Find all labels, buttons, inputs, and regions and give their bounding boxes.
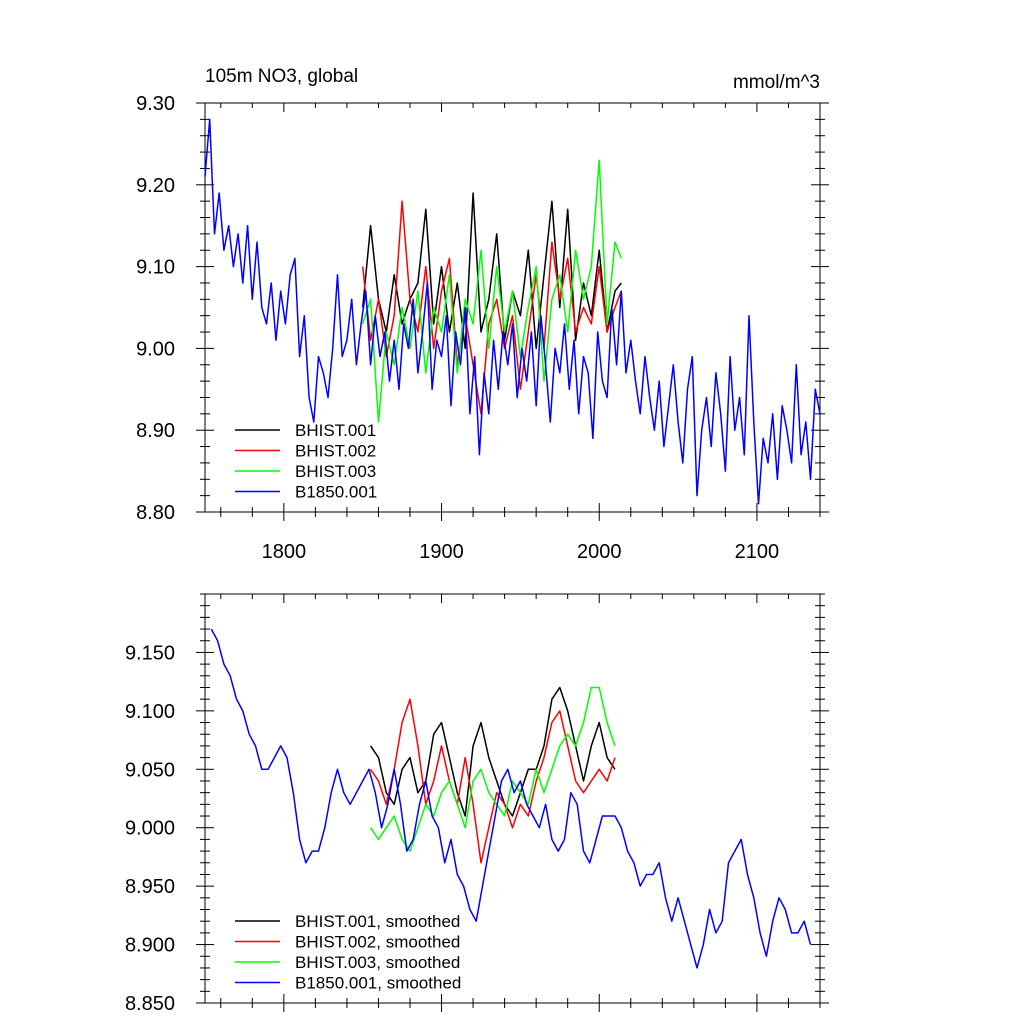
series-line-b1850-001: [204, 118, 821, 505]
series-line-bhist-003: [361, 159, 622, 423]
x-tick-label: 2100: [735, 541, 780, 563]
y-tick-label: 9.000: [125, 818, 175, 840]
bottom-series-lines: [210, 628, 812, 969]
top-axis-tick-labels: 8.80 8.90 9.00 9.10 9.20 9.30 1800 1900 2000 2100: [136, 93, 779, 563]
y-tick-label: 9.20: [136, 175, 175, 197]
top-chart-title: 105m NO3, global: [205, 66, 358, 87]
y-tick-label: 9.00: [136, 338, 175, 360]
top-chart-units: mmol/m^3: [733, 72, 820, 93]
y-tick-label: 9.30: [136, 93, 175, 115]
y-tick-label: 8.950: [125, 876, 175, 898]
bottom-axis-tick-labels: 8.850 8.900 8.950 9.000 9.050 9.100 9.150: [125, 642, 175, 1015]
series-line-bhist-001: [361, 192, 622, 350]
legend-label: BHIST.002: [295, 442, 376, 461]
top-plot-frame: [204, 102, 821, 513]
top-axis-ticks: [196, 102, 829, 521]
top-chart-panel: 105m NO3, global mmol/m^3 8.80 8.90 9.00 9.…: [136, 66, 829, 563]
legend-label: BHIST.003, smoothed: [295, 953, 460, 972]
x-tick-label: 1900: [419, 541, 464, 563]
y-tick-label: 9.050: [125, 759, 175, 781]
bottom-plot-frame: [204, 593, 821, 1004]
series-line-b1850-001: [210, 628, 812, 969]
legend-label: BHIST.002, smoothed: [295, 933, 460, 952]
y-tick-label: 9.100: [125, 701, 175, 723]
series-line-bhist-001: [369, 686, 616, 817]
y-tick-label: 8.900: [125, 935, 175, 957]
x-tick-label: 1800: [262, 541, 307, 563]
y-tick-label: 8.90: [136, 420, 175, 442]
y-tick-label: 8.80: [136, 502, 175, 524]
top-series-lines: [204, 118, 821, 505]
y-tick-label: 8.850: [125, 993, 175, 1015]
legend-label: BHIST.001: [295, 421, 376, 440]
y-tick-label: 9.10: [136, 257, 175, 279]
y-tick-label: 9.150: [125, 642, 175, 664]
legend-label: B1850.001: [295, 483, 377, 502]
x-tick-label: 2000: [577, 541, 622, 563]
bottom-axis-ticks: [196, 593, 829, 1012]
legend-label: B1850.001, smoothed: [295, 974, 461, 993]
series-line-bhist-002: [369, 698, 616, 864]
series-line-bhist-003: [369, 686, 616, 852]
bottom-chart-panel: 8.850 8.900 8.950 9.000 9.050 9.100 9.150 BHIS…: [125, 593, 829, 1015]
legend-label: BHIST.001, smoothed: [295, 912, 460, 931]
bottom-legend: BHIST.001, smoothed BHIST.002, smoothedBH…: [235, 912, 461, 993]
legend-label: BHIST.003: [295, 462, 376, 481]
